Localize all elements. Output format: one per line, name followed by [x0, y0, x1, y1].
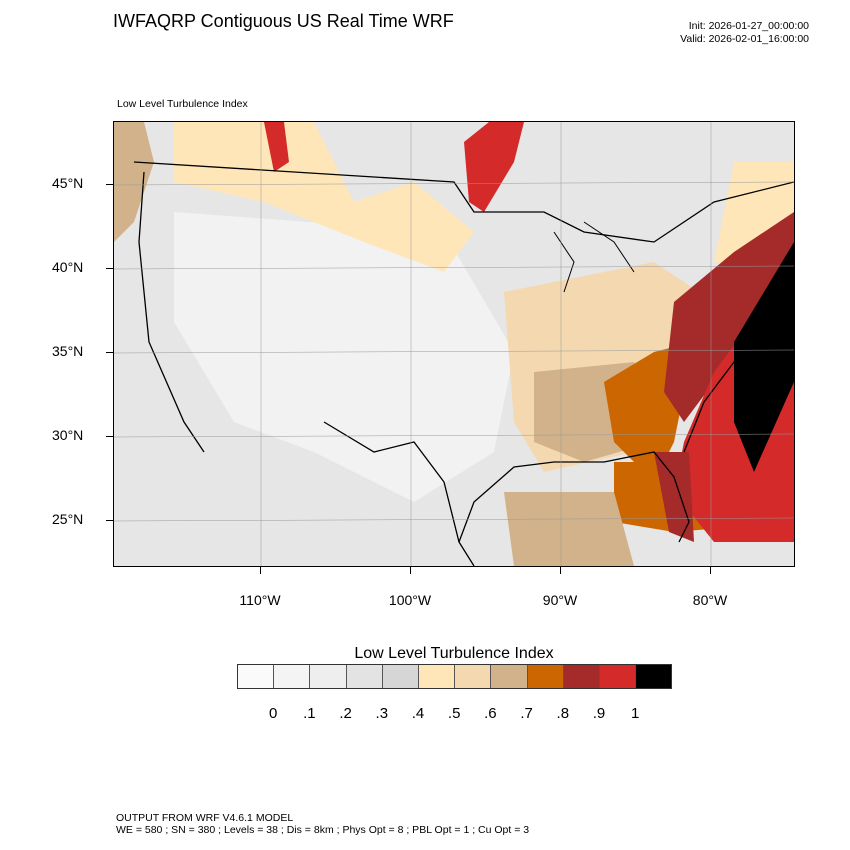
colorbar-label: 1 — [631, 705, 640, 722]
colorbar-box — [238, 665, 275, 688]
lon-tick — [710, 567, 711, 574]
colorbar-box — [274, 665, 311, 688]
colorbar — [237, 664, 673, 689]
model-footer: OUTPUT FROM WRF V4.6.1 MODEL WE = 580 ; … — [116, 812, 529, 836]
map-panel — [113, 121, 795, 567]
colorbar-box — [491, 665, 528, 688]
lon-label: 80°W — [692, 592, 728, 608]
dark-red-region — [664, 212, 794, 422]
lon-label: 90°W — [542, 592, 578, 608]
mexico-border — [323, 421, 475, 567]
lat-tick — [106, 184, 113, 185]
colorbar-label: .5 — [447, 705, 461, 722]
east-coast — [683, 271, 795, 453]
lon-label: 110°W — [239, 592, 281, 608]
colorbar-box — [527, 665, 564, 688]
turbulence-map — [113, 122, 795, 567]
colorbar-box — [418, 665, 456, 688]
colorbar-box — [310, 665, 347, 688]
footer-line-2: WE = 580 ; SN = 380 ; Levels = 38 ; Dis … — [116, 824, 530, 836]
colorbar-label: .3 — [375, 705, 389, 722]
lat-tick — [106, 268, 113, 269]
valid-time: Valid: 2026-02-01_16:00:00 — [680, 33, 809, 45]
colorbar-label: .2 — [339, 705, 352, 722]
lon-label: 100°W — [388, 592, 432, 608]
colorbar-label: .9 — [592, 705, 606, 722]
colorbar-box — [599, 665, 637, 688]
light-region — [174, 212, 514, 502]
canada-border — [133, 161, 795, 243]
colorbar-label: .4 — [411, 705, 425, 722]
colorbar-box — [382, 665, 419, 688]
colorbar-label: .7 — [520, 705, 533, 722]
field-label: Low Level Turbulence Index — [117, 98, 248, 110]
west-coast — [138, 171, 205, 453]
lat-label: 30°N — [52, 427, 84, 443]
colorbar-label: .8 — [556, 705, 570, 722]
colorbar-label: .1 — [303, 705, 316, 722]
lat-tick — [106, 436, 113, 437]
lat-label: 40°N — [52, 259, 84, 275]
graticule — [113, 122, 795, 566]
footer-line-1: OUTPUT FROM WRF V4.6.1 MODEL — [116, 812, 294, 824]
lon-tick — [410, 567, 411, 574]
plot-title: IWFAQRP Contiguous US Real Time WRF — [113, 11, 454, 31]
lat-label: 25°N — [52, 511, 84, 527]
north-tan-region — [174, 122, 474, 272]
colorbar-label: 0 — [269, 705, 278, 722]
time-info: Init: 2026-01-27_00:00:00 Valid: 2026-02… — [680, 20, 809, 46]
colorbar-box — [346, 665, 383, 688]
great-lakes — [553, 221, 635, 293]
black-region — [734, 242, 794, 472]
init-time: Init: 2026-01-27_00:00:00 — [688, 20, 809, 32]
colorbar-label: .6 — [484, 705, 497, 722]
lon-tick — [260, 567, 261, 574]
colorbar-box — [636, 665, 672, 688]
colorbar-box — [455, 665, 492, 688]
gulf-coast — [458, 451, 690, 543]
lat-tick — [106, 520, 113, 521]
colorbar-box — [563, 665, 600, 688]
lat-tick — [106, 352, 113, 353]
lat-label: 35°N — [52, 343, 84, 359]
lat-label: 45°N — [52, 175, 84, 191]
colorbar-title: Low Level Turbulence Index — [354, 645, 554, 662]
lon-tick — [560, 567, 561, 574]
